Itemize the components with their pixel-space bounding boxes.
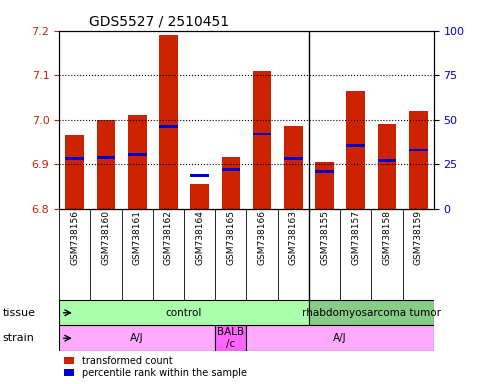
Bar (284, 157, 303, 160)
Bar (378, 159, 396, 162)
Text: GSM738166: GSM738166 (258, 210, 267, 265)
Bar (253, 132, 272, 135)
Text: tissue: tissue (2, 308, 35, 318)
Bar (409, 111, 427, 209)
Text: GDS5527 / 2510451: GDS5527 / 2510451 (89, 14, 229, 28)
Bar (378, 124, 396, 209)
Text: GSM738156: GSM738156 (70, 210, 79, 265)
Bar (315, 170, 334, 173)
Text: GSM738163: GSM738163 (289, 210, 298, 265)
Bar (315, 162, 334, 209)
Bar (159, 125, 178, 127)
Bar (97, 120, 115, 209)
FancyBboxPatch shape (215, 326, 246, 351)
Text: GSM738155: GSM738155 (320, 210, 329, 265)
Legend: transformed count, percentile rank within the sample: transformed count, percentile rank withi… (64, 356, 246, 378)
Bar (409, 149, 427, 151)
FancyBboxPatch shape (59, 326, 215, 351)
Bar (128, 115, 146, 209)
Text: A/J: A/J (131, 333, 144, 343)
Bar (253, 71, 272, 209)
Text: control: control (166, 308, 202, 318)
FancyBboxPatch shape (309, 300, 434, 326)
FancyBboxPatch shape (59, 300, 309, 326)
Text: GSM738160: GSM738160 (102, 210, 110, 265)
Text: GSM738164: GSM738164 (195, 210, 204, 265)
Bar (284, 126, 303, 209)
Bar (347, 91, 365, 209)
Text: strain: strain (2, 333, 35, 343)
Bar (190, 184, 209, 209)
Bar (97, 156, 115, 159)
Text: rhabdomyosarcoma tumor: rhabdomyosarcoma tumor (302, 308, 441, 318)
Bar (221, 168, 240, 171)
Text: GSM738158: GSM738158 (383, 210, 391, 265)
Text: A/J: A/J (333, 333, 347, 343)
Text: GSM738161: GSM738161 (133, 210, 141, 265)
Bar (347, 144, 365, 147)
Bar (159, 35, 178, 209)
Bar (190, 174, 209, 177)
Bar (128, 153, 146, 156)
Text: BALB
/c: BALB /c (217, 328, 245, 349)
Bar (66, 157, 84, 160)
Text: GSM738165: GSM738165 (226, 210, 235, 265)
Text: GSM738159: GSM738159 (414, 210, 423, 265)
FancyBboxPatch shape (246, 326, 434, 351)
Bar (221, 157, 240, 209)
Bar (66, 135, 84, 209)
Text: GSM738162: GSM738162 (164, 210, 173, 265)
Text: GSM738157: GSM738157 (352, 210, 360, 265)
